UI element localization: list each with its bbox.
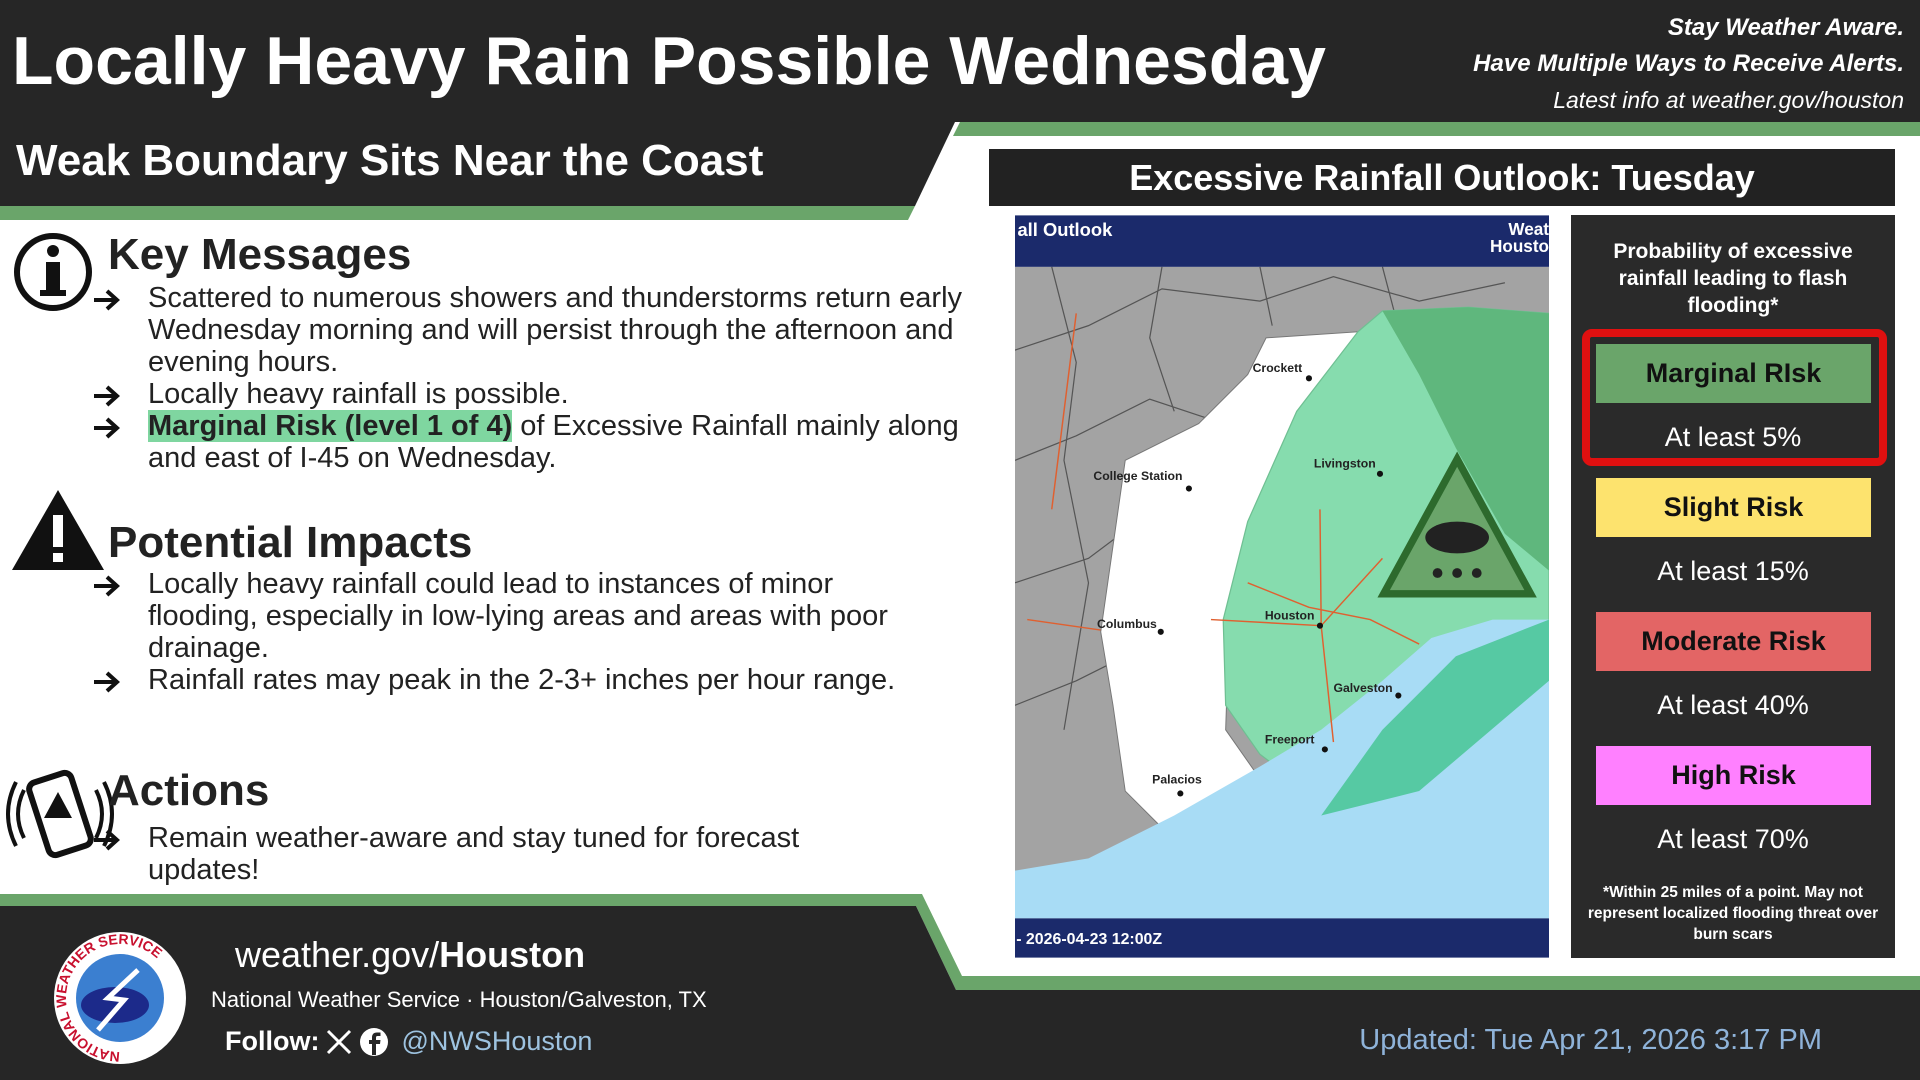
outlook-title: Excessive Rainfall Outlook: Tuesday — [1129, 157, 1755, 198]
section-heading: Actions — [108, 766, 270, 815]
arrow — [94, 289, 120, 311]
green-stripe — [0, 206, 915, 220]
green-stripe — [0, 894, 1920, 990]
updated: Updated: Tue Apr 21, 2026 3:17 PM — [1359, 1024, 1822, 1056]
city-label: Crockett — [1253, 361, 1303, 375]
x-icon[interactable] — [325, 1028, 353, 1056]
map-footer — [1015, 918, 1549, 958]
bullet-text: of Excessive Rainfall mainly along and e… — [148, 410, 959, 474]
arrow — [94, 671, 120, 693]
bullet: Scattered to numerous showers and thunde… — [148, 282, 963, 378]
phone-icon — [6, 781, 114, 847]
section-heading: Potential Impacts — [108, 518, 473, 567]
info-icon — [40, 290, 66, 296]
outlook-title-box — [989, 149, 1895, 206]
legend-probability: At least 5% — [1664, 422, 1802, 452]
arrow — [94, 385, 120, 407]
bullet: Rainfall rates may peak in the 2-3+ inch… — [148, 664, 896, 696]
footer-site: weather.gov/Houston — [235, 934, 585, 976]
arrow — [94, 575, 120, 597]
warning-icon — [53, 515, 63, 547]
city-dots — [1157, 375, 1402, 797]
map-header-text: all Outlook — [1017, 219, 1113, 240]
bullet: Locally heavy rainfall is possible. — [148, 378, 569, 410]
follow-label: Follow: — [225, 1026, 320, 1056]
subtitle: Weak Boundary Sits Near the Coast — [16, 136, 764, 185]
info-icon — [14, 233, 92, 311]
footer-org: National Weather Service · Houston/Galve… — [211, 987, 707, 1012]
map: Crockett College Station Livingston Hous… — [1015, 215, 1549, 958]
bullet: Remain weather-aware and stay tuned for … — [148, 822, 800, 886]
legend-category: High Risk — [1596, 746, 1871, 805]
risk-icon — [1425, 521, 1489, 554]
gulf — [1015, 619, 1549, 919]
legend-probability: At least 70% — [1657, 824, 1809, 854]
tagline-line: Stay Weather Aware. — [1667, 14, 1904, 41]
warning-icon — [53, 553, 63, 562]
phone-icon — [26, 769, 94, 859]
facebook-icon[interactable] — [359, 1027, 389, 1057]
city-label: College Station — [1093, 469, 1182, 483]
tagline: Stay Weather Aware. Have Multiple Ways t… — [1473, 10, 1904, 118]
site-office: Houston — [439, 934, 586, 975]
site-prefix: weather.gov/ — [235, 934, 440, 975]
phone-icon — [44, 792, 72, 818]
green-stripe — [953, 122, 1920, 136]
risk-icon — [1432, 568, 1443, 578]
city-label: Livingston — [1314, 457, 1376, 471]
bullet: Locally heavy rainfall could lead to ins… — [148, 568, 888, 664]
bullet: Marginal Risk (level 1 of 4) of Excessiv… — [148, 410, 978, 474]
legend-footnote: *Within 25 miles of a point. May not rep… — [1587, 884, 1879, 943]
info-icon — [47, 245, 59, 257]
map-marginal-offshore — [1321, 619, 1549, 816]
handle[interactable]: @NWSHouston — [401, 1026, 593, 1056]
city-label: Houston — [1265, 609, 1315, 623]
logo — [81, 987, 149, 1023]
tagline-line: Latest info at weather.gov/houston — [1553, 87, 1904, 113]
info-icon — [46, 262, 60, 294]
risk-icon — [1452, 568, 1463, 578]
arrow — [94, 829, 120, 851]
city-label: Palacios — [1152, 773, 1202, 787]
subtitle-bar — [0, 122, 955, 206]
city-label: Columbus — [1097, 617, 1157, 631]
map-header-text: Housto — [1490, 236, 1549, 256]
legend-category: Moderate Risk — [1596, 612, 1871, 671]
map-timestamp: - 2026-04-23 12:00Z — [1016, 931, 1162, 948]
highlight: Marginal Risk (level 1 of 4) — [148, 410, 513, 442]
map-header-text: Weat — [1508, 219, 1549, 239]
legend-intro: Probability of excessive rainfall leadin… — [1613, 240, 1853, 317]
arrow — [94, 417, 120, 439]
city-label: Galveston — [1333, 681, 1392, 695]
title: Locally Heavy Rain Possible Wednesday — [12, 23, 1326, 99]
logo — [96, 968, 140, 1032]
legend-category: Marginal RIsk — [1596, 344, 1871, 403]
county-lines — [1015, 266, 1506, 730]
legend-category: Slight Risk — [1596, 478, 1871, 537]
legend-probability: At least 15% — [1657, 556, 1809, 586]
map-dark-green — [1382, 307, 1549, 571]
city-label: Freeport — [1265, 732, 1315, 746]
risk-icon — [1471, 568, 1482, 578]
header-bar — [0, 0, 1920, 122]
map-header — [1015, 215, 1549, 267]
legend-probability: At least 40% — [1657, 690, 1809, 720]
footer-follow: Follow: @NWSHouston — [225, 1026, 592, 1057]
highlight-outline — [1582, 329, 1887, 466]
legend-box — [1571, 215, 1895, 958]
footer-bar — [0, 906, 1920, 1080]
section-heading: Key Messages — [108, 230, 412, 279]
tagline-line: Have Multiple Ways to Receive Alerts. — [1473, 50, 1904, 77]
